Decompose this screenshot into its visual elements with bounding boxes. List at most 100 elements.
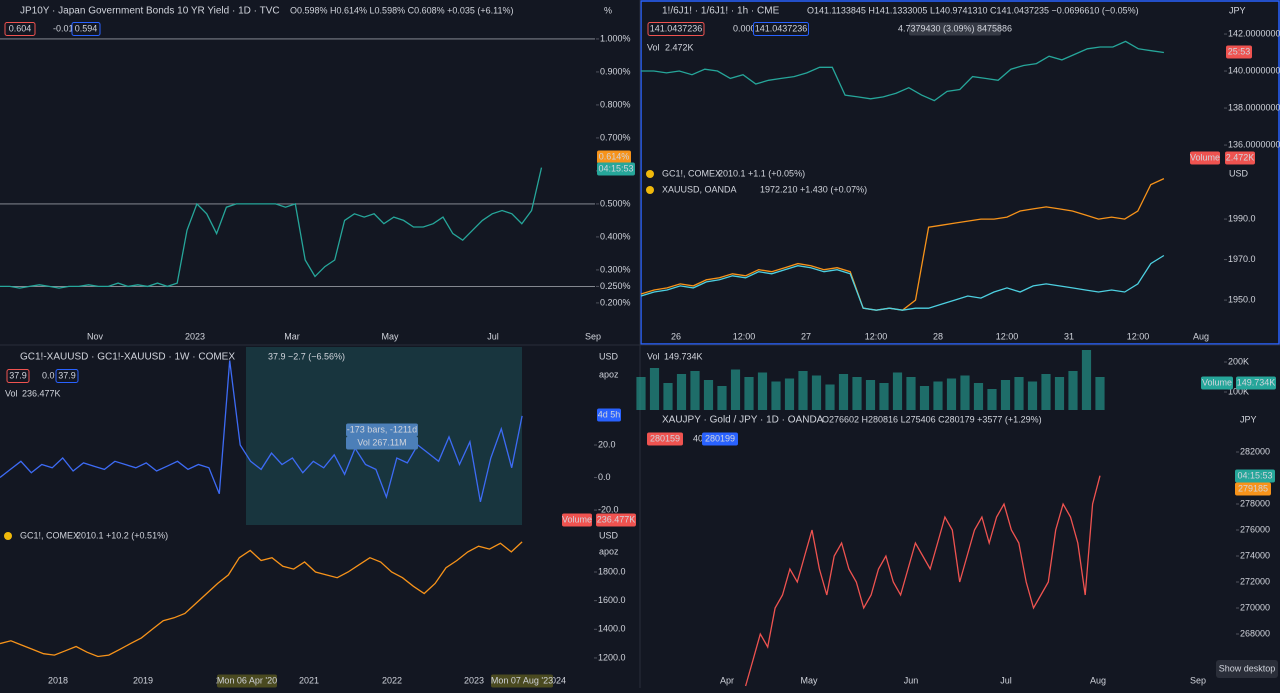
info-label: 4d 5h bbox=[598, 409, 621, 419]
label-box bbox=[1236, 376, 1276, 390]
x-tick-label: Jul bbox=[1000, 675, 1012, 685]
legend-icon bbox=[646, 170, 654, 178]
y-tick-label: 0.250% bbox=[600, 281, 631, 291]
volume-bar bbox=[1068, 371, 1078, 410]
x-tick-label: 12:00 bbox=[996, 331, 1019, 341]
price-line bbox=[744, 475, 1101, 687]
info-label: Volume bbox=[1190, 152, 1220, 162]
label-box bbox=[4, 22, 36, 36]
x-tick-label: Aug bbox=[1090, 675, 1106, 685]
label-box bbox=[71, 22, 101, 36]
label-box bbox=[647, 22, 705, 36]
label-box bbox=[647, 432, 683, 446]
y-tick-label: 138.0000000 bbox=[1228, 102, 1280, 112]
legend-entry: XAUUSD, OANDA bbox=[662, 184, 737, 194]
x-tick-label: 2018 bbox=[48, 675, 68, 685]
info-label: O141.1133845 H141.1333005 L140.9741310 C… bbox=[807, 5, 1139, 15]
info-label: 0.614% bbox=[599, 151, 630, 161]
x-tick-label: 12:00 bbox=[1127, 331, 1150, 341]
x-tick-label: May bbox=[800, 675, 818, 685]
x-tick-label: Nov bbox=[87, 331, 104, 341]
label-box bbox=[217, 674, 277, 688]
volume-bar bbox=[663, 383, 673, 410]
label-box bbox=[491, 674, 553, 688]
info-label: Volume bbox=[1202, 377, 1232, 387]
info-label: USD bbox=[599, 351, 619, 361]
info-label: -173 bars, -1211d bbox=[347, 424, 417, 434]
y-tick-label: 200K bbox=[1228, 356, 1249, 366]
volume-bar bbox=[919, 386, 930, 410]
info-label: 37.9 bbox=[58, 370, 76, 380]
y-tick-label: 142.0000000 bbox=[1228, 28, 1280, 38]
y-tick-label: 282000 bbox=[1240, 446, 1270, 456]
legend-entry: GC1!, COMEX bbox=[662, 168, 721, 178]
x-tick-label: Jul bbox=[487, 331, 499, 341]
info-label: apoz bbox=[599, 546, 619, 556]
volume-bar bbox=[649, 368, 660, 410]
volume-bar bbox=[636, 377, 646, 410]
info-label: 37.9 −2.7 (−6.56%) bbox=[268, 351, 345, 361]
x-tick-label: 31 bbox=[1064, 331, 1074, 341]
label-box bbox=[597, 150, 631, 164]
x-tick-label: 26 bbox=[671, 331, 681, 341]
show-desktop[interactable]: Show desktop bbox=[1219, 663, 1276, 673]
x-tick-label: 2019 bbox=[133, 675, 153, 685]
volume-bar bbox=[892, 372, 903, 410]
volume-bar bbox=[771, 381, 781, 410]
y-tick-label: 1800.0 bbox=[598, 566, 626, 576]
info-label: JPY bbox=[1229, 5, 1246, 15]
x-tick-label: May bbox=[381, 331, 399, 341]
volume-bar bbox=[906, 377, 916, 410]
show-desktop-button[interactable] bbox=[1216, 660, 1278, 678]
info-label: 4.7379430 (3.09%) 8475886 bbox=[898, 23, 1012, 33]
info-label: 149.734K bbox=[664, 351, 703, 361]
x-tick-label: 28 bbox=[933, 331, 943, 341]
volume-bar bbox=[1041, 374, 1051, 410]
x-tick-label: Sep bbox=[1190, 675, 1206, 685]
x-tick-label: 2022 bbox=[382, 675, 402, 685]
volume-bar bbox=[744, 377, 754, 410]
x-tick-label: 2021 bbox=[299, 675, 319, 685]
y-tick-label: 1200.0 bbox=[598, 652, 626, 662]
label-box bbox=[753, 22, 809, 36]
legend-icon bbox=[646, 186, 654, 194]
x-tick-label: Aug bbox=[1193, 331, 1209, 341]
y-tick-label: 278000 bbox=[1240, 498, 1270, 508]
volume-bar bbox=[838, 374, 849, 410]
label-box bbox=[1235, 469, 1275, 483]
info-label: 1972.210 +1.430 (+0.07%) bbox=[760, 184, 867, 194]
label-box bbox=[1225, 151, 1255, 165]
info-label: Volume bbox=[562, 514, 592, 524]
volume-bar bbox=[960, 375, 970, 410]
label-box bbox=[1226, 45, 1252, 59]
y-tick-label: 1950.0 bbox=[1228, 294, 1256, 304]
y-tick-label: 1600.0 bbox=[598, 595, 626, 605]
info-label: 40 bbox=[693, 433, 703, 443]
y-tick-label: 276000 bbox=[1240, 524, 1270, 534]
info-label: 2010.1 +10.2 (+0.51%) bbox=[76, 530, 168, 540]
info-label: USD bbox=[599, 530, 619, 540]
volume-bar bbox=[987, 389, 997, 410]
volume-bar bbox=[811, 375, 822, 410]
x-tick-label: 2024 bbox=[546, 675, 566, 685]
y-tick-label: 136.0000000 bbox=[1228, 139, 1280, 149]
price-line bbox=[0, 167, 543, 289]
volume-bar bbox=[717, 386, 727, 410]
info-label: 0.0 bbox=[42, 370, 55, 380]
info-label: 25:53 bbox=[1228, 46, 1251, 56]
label-box bbox=[596, 513, 636, 527]
chart-title: XAUJPY · Gold / JPY · 1D · OANDA bbox=[662, 415, 824, 426]
y-tick-label: 1990.0 bbox=[1228, 213, 1256, 223]
label-box bbox=[1201, 376, 1233, 390]
y-tick-label: 274000 bbox=[1240, 550, 1270, 560]
info-label: 0.604 bbox=[9, 23, 32, 33]
y-tick-label: -20.0 bbox=[598, 504, 619, 514]
chart-title: 1!/6J1! · 1/6J1! · 1h · CME bbox=[662, 6, 780, 17]
volume-bar bbox=[865, 380, 876, 410]
volume-bar bbox=[1054, 377, 1065, 410]
info-label: % bbox=[604, 5, 612, 15]
label-box bbox=[562, 513, 592, 527]
volume-bar bbox=[1027, 381, 1038, 410]
label-box bbox=[55, 369, 79, 383]
info-label: 149.734K bbox=[1237, 377, 1276, 387]
